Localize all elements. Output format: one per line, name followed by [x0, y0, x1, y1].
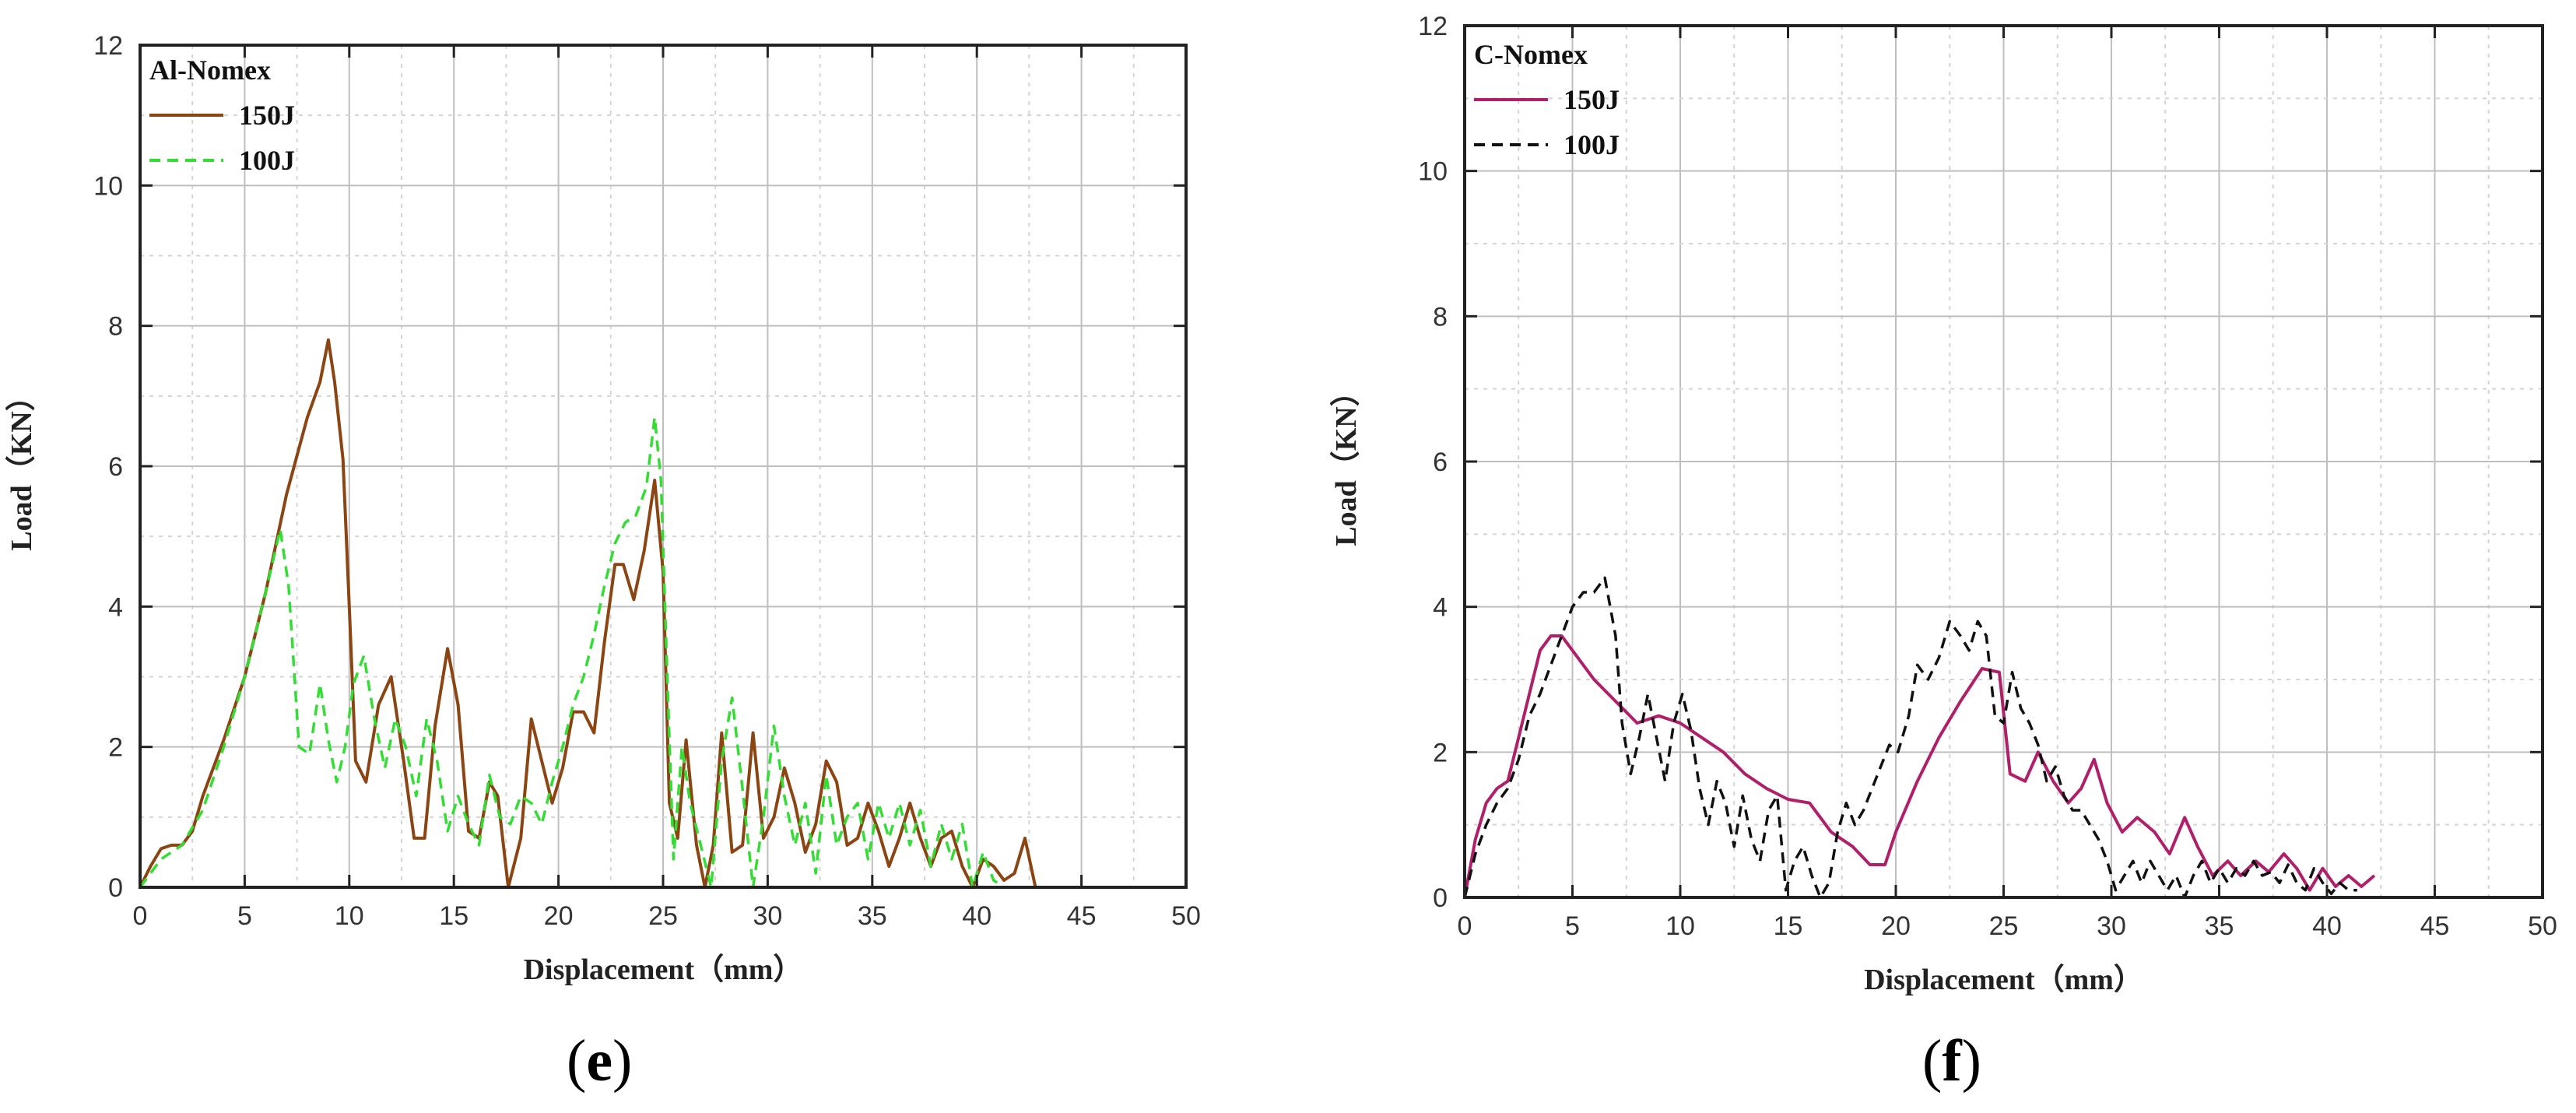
y-tick-label: 2	[1433, 738, 1448, 767]
x-tick-label: 50	[2528, 911, 2557, 941]
x-tick-label: 10	[1665, 911, 1695, 941]
y-tick-label: 0	[1433, 883, 1448, 913]
y-tick-label: 4	[1433, 593, 1448, 623]
x-axis-title: Displacement（mm）	[524, 953, 803, 986]
x-tick-label: 20	[544, 901, 574, 931]
x-tick-label: 45	[1067, 901, 1097, 931]
x-tick-label: 50	[1171, 901, 1201, 931]
caption-e: (e)	[567, 1028, 633, 1094]
x-tick-label: 5	[1565, 911, 1580, 941]
x-tick-label: 35	[858, 901, 887, 931]
chart-f: 0 5 10 15 20 25 30 35 40 45 50 0 2 4 6 8 10 12 Displacemen…	[1330, 12, 2557, 996]
x-tick-label: 25	[1989, 911, 2019, 941]
x-axis-title: Displacement（mm）	[1864, 964, 2143, 996]
x-tick-label: 0	[1458, 911, 1472, 941]
caption-f-letter: f	[1942, 1028, 1962, 1094]
grid	[1464, 25, 2543, 898]
chart-panel-e: 0 5 10 15 20 25 30 35 40 45 50 0 2 4 6 8 10 12 Displacemen…	[5, 31, 1201, 986]
x-tick-label: 40	[962, 901, 991, 931]
x-tick-label: 35	[2205, 911, 2234, 941]
x-tick-label: 5	[237, 901, 252, 931]
x-tick-label: 15	[1774, 911, 1803, 941]
chart-panel-f: 0 5 10 15 20 25 30 35 40 45 50 0 2 4 6 8 10 12 Displacemen…	[1288, 0, 2576, 1113]
y-tick-label: 0	[108, 873, 123, 903]
x-tick-label: 30	[2097, 911, 2126, 941]
y-axis-title: Load（KN）	[5, 381, 38, 550]
x-tick-label: 45	[2420, 911, 2450, 941]
x-tick-label: 10	[335, 901, 364, 931]
y-tick-label: 12	[93, 31, 123, 61]
x-tick-label: 30	[753, 901, 782, 931]
x-tick-label: 25	[648, 901, 678, 931]
legend-label-100J: 100J	[239, 145, 295, 176]
x-tick-label: 0	[133, 901, 148, 931]
y-tick-label: 6	[108, 452, 123, 482]
y-tick-label: 8	[108, 312, 123, 342]
legend: Al-Nomex 150J 100J	[149, 54, 295, 176]
legend-title: Al-Nomex	[149, 54, 271, 86]
x-tick-label: 20	[1881, 911, 1911, 941]
y-tick-label: 6	[1433, 448, 1448, 477]
legend: C-Nomex 150J 100J	[1474, 39, 1620, 160]
y-tick-label: 2	[108, 733, 123, 763]
y-tick-label: 4	[108, 592, 123, 622]
y-tick-label: 10	[1418, 157, 1448, 187]
series-line-150J	[139, 338, 1037, 889]
caption-e-letter: e	[586, 1028, 613, 1094]
x-tick-label: 15	[439, 901, 469, 931]
y-tick-label: 10	[93, 171, 123, 201]
chart-e: 0 5 10 15 20 25 30 35 40 45 50 0 2 4 6 8 10 12 Displacemen…	[5, 31, 1201, 986]
x-tick-label: 40	[2312, 911, 2342, 941]
y-tick-label: 8	[1433, 302, 1448, 332]
series-line-100J	[1463, 576, 2357, 899]
y-tick-label: 12	[1418, 12, 1448, 41]
series-line-100J	[139, 416, 1005, 889]
legend-label-150J: 150J	[239, 100, 295, 131]
series-line-150J	[1463, 634, 2376, 898]
caption-f: (f)	[1922, 1028, 1981, 1094]
y-axis-title: Load（KN）	[1330, 377, 1363, 546]
legend-label-150J: 150J	[1563, 84, 1620, 115]
legend-title: C-Nomex	[1474, 39, 1588, 70]
legend-label-100J: 100J	[1563, 129, 1620, 160]
